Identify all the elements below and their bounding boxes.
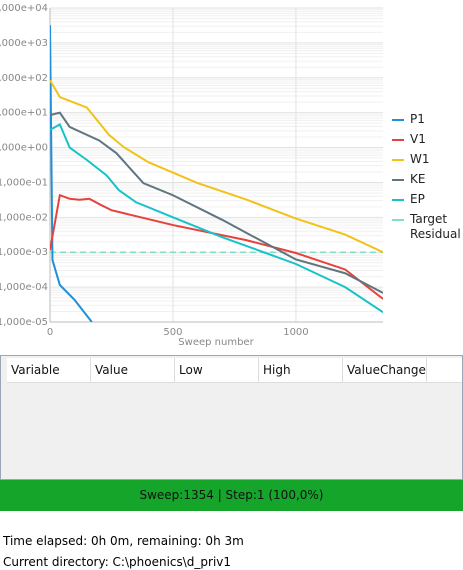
column-header: High — [259, 358, 343, 382]
time-elapsed: Time elapsed: 0h 0m, remaining: 0h 3m — [3, 534, 244, 548]
y-tick-label: 1,000e-01 — [0, 177, 48, 188]
y-tick-label: 1,000e+01 — [0, 108, 48, 119]
current-directory: Current directory: C:\phoenics\d_priv1 — [3, 555, 232, 569]
legend-item: W1 — [392, 152, 462, 167]
legend: P1 V1 W1 KE EP Target Residual — [392, 112, 462, 247]
legend-swatch — [392, 159, 404, 161]
chart: Sweep number 1,000e+04 1,000e+03 1,000e+02… — [0, 3, 383, 348]
series-line — [50, 123, 383, 314]
legend-label: Target Residual — [410, 212, 461, 241]
variable-table: Variable Value Low High ValueChange — [0, 355, 463, 480]
table-header: Variable Value Low High ValueChange — [7, 358, 462, 383]
legend-label: KE — [410, 172, 426, 186]
y-tick-label: 1,000e+03 — [0, 38, 48, 49]
legend-item: P1 — [392, 112, 462, 127]
legend-item: KE — [392, 172, 462, 187]
series-line — [50, 111, 383, 294]
y-tick-label: 1,000e-02 — [0, 212, 48, 223]
column-header: Variable — [7, 358, 91, 382]
series-line — [50, 25, 93, 322]
column-header: Low — [175, 358, 259, 382]
series-line — [50, 193, 383, 300]
x-tick-label: 500 — [163, 327, 182, 338]
legend-item: V1 — [392, 132, 462, 147]
x-axis-label: Sweep number — [178, 337, 254, 348]
status-bar: Sweep:1354 | Step:1 (100,0%) — [0, 480, 463, 511]
legend-swatch — [392, 119, 404, 121]
y-tick-label: 1,000e-03 — [0, 247, 48, 258]
legend-item: EP — [392, 192, 462, 207]
y-tick-label: 1,000e-04 — [0, 282, 48, 293]
legend-label: EP — [410, 192, 425, 206]
x-tick-label: 0 — [47, 327, 53, 338]
x-tick-label: 1000 — [283, 327, 308, 338]
legend-label: P1 — [410, 112, 425, 126]
legend-swatch — [392, 179, 404, 181]
legend-label: W1 — [410, 152, 430, 166]
y-tick-label: 1,000e+00 — [0, 143, 48, 154]
y-tick-label: 1,000e+04 — [0, 3, 48, 14]
series-line — [50, 79, 383, 254]
column-header: ValueChange — [343, 358, 427, 382]
y-tick-label: 1,000e+02 — [0, 73, 48, 84]
legend-item: Target Residual — [392, 212, 462, 242]
column-header: Value — [91, 358, 175, 382]
legend-swatch — [392, 139, 404, 141]
legend-swatch — [392, 219, 404, 221]
legend-swatch — [392, 199, 404, 201]
legend-label: V1 — [410, 132, 426, 146]
y-tick-label: 1,000e-05 — [0, 317, 48, 328]
